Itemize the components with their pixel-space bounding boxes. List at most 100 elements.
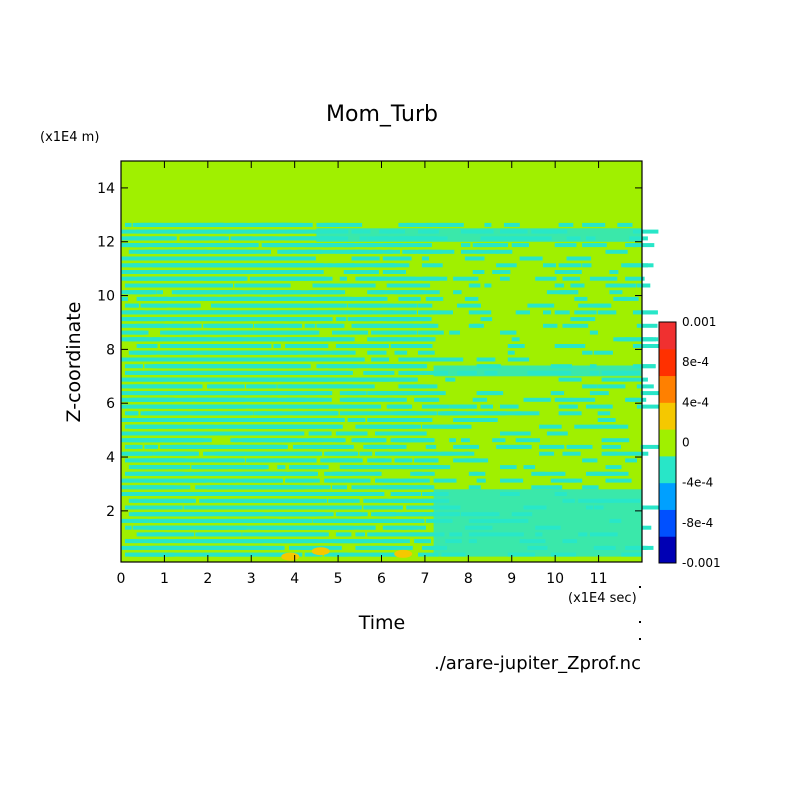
field-streak	[203, 243, 214, 248]
field-streak	[175, 411, 188, 416]
field-streak	[418, 552, 439, 557]
y-tick-label: 14	[97, 181, 115, 197]
x-unit-label: (x1E4 sec)	[568, 591, 637, 606]
field-streak	[597, 418, 616, 422]
x-axis: 0 1 2 3 4 5 6 7 8 9 10 11	[117, 161, 607, 587]
field-streak	[382, 478, 394, 483]
field-streak	[421, 317, 429, 322]
field-streak	[121, 397, 136, 402]
field-streak	[304, 465, 329, 470]
field-streak	[371, 330, 389, 335]
field-streak	[246, 512, 264, 517]
field-streak	[195, 478, 205, 483]
field-streak	[191, 330, 204, 335]
x-axis-title: Time	[358, 612, 406, 634]
field-streak	[124, 276, 144, 281]
field-streak	[468, 485, 481, 490]
field-streak	[175, 471, 185, 476]
field-streak	[160, 532, 171, 537]
field-streak	[625, 458, 637, 463]
field-streak	[207, 518, 216, 523]
field-streak	[343, 465, 370, 470]
field-streak	[238, 243, 259, 248]
field-streak	[503, 330, 515, 335]
field-streak	[199, 337, 206, 342]
field-streak	[230, 310, 239, 315]
field-streak	[332, 444, 342, 449]
field-streak	[535, 276, 557, 281]
field-streak	[359, 283, 376, 288]
field-streak	[136, 243, 160, 248]
field-streak	[343, 344, 356, 348]
field-streak	[410, 512, 427, 517]
field-streak	[296, 485, 323, 490]
field-streak	[597, 243, 607, 248]
field-streak	[257, 384, 277, 389]
field-streak	[492, 270, 511, 274]
field-streak	[140, 552, 148, 557]
field-streak	[214, 377, 237, 382]
field-streak	[175, 357, 188, 362]
field-streak	[449, 438, 456, 443]
field-streak	[464, 256, 485, 261]
field-streak	[140, 317, 148, 322]
field-streak	[238, 283, 254, 288]
field-streak	[222, 370, 230, 375]
field-streak	[496, 249, 513, 254]
field-streak	[292, 458, 304, 463]
field-streak	[335, 283, 355, 288]
field-streak	[285, 350, 298, 355]
field-streak	[285, 222, 292, 227]
colorbar-tick-label: 0	[682, 436, 690, 450]
field-streak	[640, 364, 656, 369]
field-streak	[308, 418, 316, 422]
field-streak	[418, 243, 432, 248]
field-streak	[128, 330, 144, 335]
field-streak	[144, 317, 166, 322]
field-streak	[156, 465, 169, 470]
field-streak	[214, 236, 224, 241]
field-streak	[191, 438, 198, 443]
field-streak	[484, 222, 492, 227]
field-streak	[164, 222, 185, 227]
field-streak	[269, 498, 282, 503]
field-streak	[218, 518, 234, 523]
colorbar-frame	[658, 321, 677, 564]
field-streak	[312, 337, 334, 342]
field-streak	[355, 357, 365, 362]
field-streak	[218, 424, 243, 429]
field-streak	[636, 384, 654, 389]
field-streak	[629, 263, 654, 268]
field-streak	[273, 370, 284, 375]
field-streak	[234, 276, 247, 281]
field-streak	[390, 431, 406, 436]
field-streak	[144, 478, 151, 483]
field-streak	[328, 478, 354, 483]
field-streak	[378, 337, 393, 342]
field-streak	[371, 270, 379, 274]
field-streak	[335, 451, 353, 456]
field-streak	[152, 391, 174, 396]
field-streak	[281, 290, 301, 295]
field-streak	[390, 444, 398, 449]
field-streak	[375, 303, 393, 308]
field-streak	[382, 418, 395, 422]
field-streak	[492, 438, 506, 443]
field-streak	[480, 391, 499, 396]
field-streak	[558, 222, 574, 227]
field-streak	[421, 532, 434, 537]
field-streak	[144, 350, 169, 355]
field-streak	[605, 465, 622, 470]
field-streak	[441, 451, 469, 456]
field-streak	[582, 222, 606, 227]
field-streak	[132, 518, 142, 523]
field-streak	[343, 404, 351, 409]
field-streak	[507, 357, 530, 362]
field-streak	[601, 438, 630, 443]
field-streak	[355, 270, 379, 274]
field-streak	[367, 256, 380, 261]
field-streak	[406, 243, 420, 248]
field-streak	[335, 222, 363, 227]
field-streak	[246, 270, 263, 274]
field-streak	[308, 303, 319, 308]
